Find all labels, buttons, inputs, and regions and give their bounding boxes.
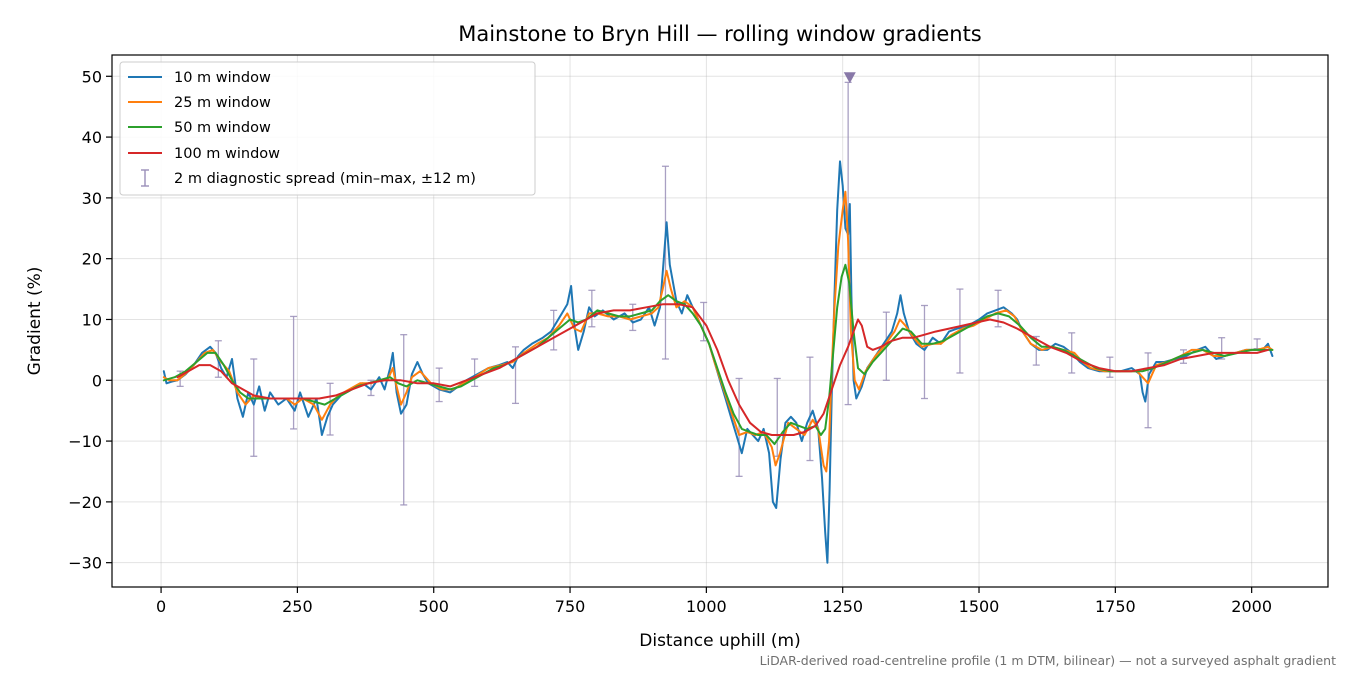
legend-label-w25: 25 m window [174,95,271,111]
x-axis-label: Distance uphill (m) [639,631,800,651]
errorbar [471,358,479,388]
series-lines [162,160,1274,564]
footnote: LiDAR-derived road-centreline profile (1… [760,653,1336,668]
y-tick-label: 30 [82,189,102,208]
plot-area [162,81,1274,564]
errorbar [250,358,258,457]
marker-group [843,72,856,84]
y-tick-label: 20 [82,250,102,269]
errorbar [1144,352,1152,429]
legend: 10 m window 25 m window 50 m window 100 … [119,61,536,196]
errorbar [735,377,743,477]
errorbar [588,289,596,328]
x-tick-label: 0 [156,597,166,616]
y-tick-label: 10 [82,310,102,329]
y-axis-label: Gradient (%) [25,267,45,376]
errorbar [512,346,520,405]
x-tick-label: 1000 [686,597,727,616]
y-tick-label: 50 [82,67,102,86]
y-tick-label: −30 [68,554,102,573]
legend-label-w50: 50 m window [174,120,271,136]
x-tick-label: 1750 [1095,597,1136,616]
x-tick-label: 750 [555,597,586,616]
x-tick-label: 500 [418,597,449,616]
errorbar [1106,356,1114,378]
x-axis-ticks: 0 250 500 750 1000 1250 1500 1750 2000 [156,587,1272,616]
legend-box [119,61,536,196]
x-tick-label: 250 [282,597,313,616]
series-line-w100 [176,303,1269,436]
errorbar [806,356,814,462]
legend-label-w100: 100 m window [174,146,280,162]
peak-marker [843,72,856,84]
x-tick-label: 2000 [1231,597,1272,616]
x-tick-label: 1250 [822,597,863,616]
legend-label-w10: 10 m window [174,70,271,86]
errorbar [920,304,928,400]
chart-title: Mainstone to Bryn Hill — rolling window … [458,22,982,46]
errorbar [661,165,669,360]
y-tick-label: −10 [68,432,102,451]
errorbar [400,334,408,506]
x-tick-label: 1500 [959,597,1000,616]
y-tick-label: 40 [82,128,102,147]
legend-swatch-spread [141,169,149,187]
errorbar [629,303,637,332]
y-tick-label: 0 [92,371,102,390]
legend-label-spread: 2 m diagnostic spread (min–max, ±12 m) [174,171,476,187]
plot-frame [111,54,1329,588]
y-tick-label: −20 [68,493,102,512]
y-axis-ticks: −30 −20 −10 0 10 20 30 40 50 [68,67,112,573]
